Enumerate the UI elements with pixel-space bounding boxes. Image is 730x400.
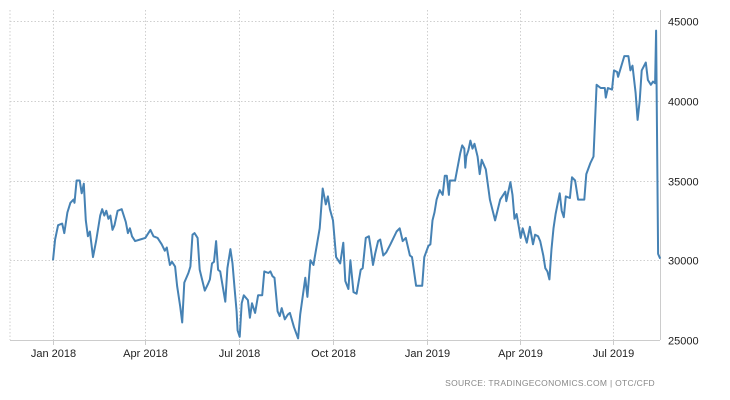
x-tick-label: Jan 2019 <box>405 348 450 360</box>
y-tick-label: 45000 <box>668 17 699 29</box>
x-tick-label: Jul 2019 <box>593 348 635 360</box>
y-tick-label: 40000 <box>668 97 699 109</box>
y-tick-label: 30000 <box>668 256 699 268</box>
y-axis-ticks: 25000 30000 35000 40000 45000 <box>668 17 699 348</box>
x-tick-label: Jan 2018 <box>31 348 76 360</box>
y-tick-label: 35000 <box>668 177 699 189</box>
x-tick-label: Apr 2019 <box>498 348 543 360</box>
x-tick-label: Apr 2018 <box>123 348 168 360</box>
y-tick-label: 25000 <box>668 336 699 348</box>
x-axis-ticks: Jan 2018 Apr 2018 Jul 2018 Oct 2018 Jan 2019… <box>31 340 634 360</box>
series-line-price <box>52 29 662 340</box>
x-tick-label: Jul 2018 <box>219 348 261 360</box>
x-tick-label: Oct 2018 <box>311 348 356 360</box>
grid <box>10 10 660 340</box>
source-label: SOURCE: TRADINGECONOMICS.COM | OTC/CFD <box>445 378 655 388</box>
